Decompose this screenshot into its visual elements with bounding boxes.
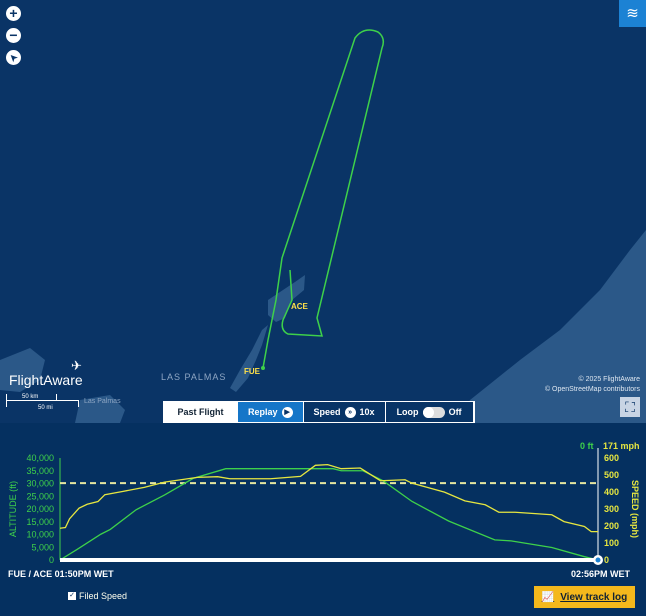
zoom-out-button[interactable]: − — [6, 28, 21, 43]
playback-controls: Past Flight Replay ▶ Speed» 10x Loop Off — [163, 401, 475, 423]
y2-tick-label: 100 — [604, 538, 619, 548]
y2-axis-label: SPEED (mph) — [630, 480, 640, 538]
y-tick-label: 20,000 — [26, 504, 54, 514]
plane-icon: ✈ — [71, 358, 82, 373]
y-tick-label: 10,000 — [26, 530, 54, 540]
y2-tick-label: 300 — [604, 504, 619, 514]
layers-icon: ≋ — [626, 5, 639, 22]
play-icon: ▶ — [281, 406, 293, 418]
y2-tick-label: 600 — [604, 453, 619, 463]
speed-line — [59, 463, 598, 533]
past-flight-tab[interactable]: Past Flight — [164, 402, 238, 422]
scale-bar: 50 km 50 mi — [6, 394, 86, 414]
scale-km: 50 km — [22, 394, 39, 400]
map-canvas — [0, 29, 646, 423]
city-label: LAS PALMAS — [161, 372, 227, 382]
y2-tick-label: 400 — [604, 487, 619, 497]
y-tick-label: 35,000 — [26, 466, 54, 476]
africa-coast — [460, 230, 646, 423]
y-tick-label: 40,000 — [26, 453, 54, 463]
y-tick-label: 25,000 — [26, 491, 54, 501]
flight-map[interactable]: + − ➤ ≋ ACE FUE LAS PALMAS Las Palmas Fl… — [0, 0, 646, 423]
checkbox-icon: ✓ — [68, 592, 76, 600]
attribution: © 2025 FlightAware © OpenStreetMap contri… — [544, 376, 640, 393]
scale-mi: 50 mi — [38, 405, 53, 411]
timeline-handle-dot — [595, 557, 601, 563]
gran-canaria-south — [75, 395, 125, 423]
toggle-switch-icon — [422, 406, 445, 418]
speed-button[interactable]: Speed» 10x — [304, 402, 386, 422]
y-tick-label: 5,000 — [31, 542, 54, 552]
y-tick-label: 30,000 — [26, 479, 54, 489]
chart-icon: 📈 — [541, 591, 555, 603]
airport-label-fue: FUE — [244, 367, 260, 376]
osm-link[interactable]: © OpenStreetMap contributors — [544, 386, 640, 393]
fullscreen-button[interactable]: ⛶ — [620, 397, 640, 417]
city-label-small: Las Palmas — [84, 398, 121, 405]
fullscreen-icon: ⛶ — [625, 399, 635, 415]
filed-speed-checkbox[interactable]: ✓ Filed Speed — [68, 591, 128, 601]
airport-label-ace: ACE — [291, 302, 308, 311]
y-axis-label: ALTITUDE (ft) — [8, 481, 18, 537]
lanzarote-island — [268, 275, 305, 322]
zoom-in-button[interactable]: + — [6, 6, 21, 21]
flight-track — [262, 29, 385, 369]
altitude-line — [59, 468, 599, 561]
replay-button[interactable]: Replay ▶ — [238, 402, 304, 422]
layers-button[interactable]: ≋ — [619, 0, 646, 27]
destination-marker — [261, 366, 265, 370]
y2-tick-label: 500 — [604, 470, 619, 480]
end-time-label: 02:56PM WET — [571, 569, 631, 579]
y-tick-label: 0 — [49, 555, 54, 565]
y-tick-label: 15,000 — [26, 517, 54, 527]
altitude-speed-chart: 0 5,000 10,000 15,000 20,000 25,000 30,000 35,0… — [8, 448, 640, 565]
current-altitude: 0 ft — [580, 441, 594, 451]
loop-toggle[interactable]: Loop Off — [386, 402, 474, 422]
fast-forward-icon: » — [344, 406, 356, 418]
flightaware-logo: FlightAware ✈ — [9, 358, 83, 388]
y2-tick-label: 0 — [604, 555, 609, 565]
view-track-log-button[interactable]: 📈 View track log — [534, 586, 635, 608]
current-speed: 171 mph — [603, 441, 640, 451]
y2-tick-label: 200 — [604, 521, 619, 531]
fuerteventura-island — [230, 325, 268, 392]
gran-canaria-island — [0, 348, 45, 392]
route-start-label: FUE / ACE 01:50PM WET — [8, 569, 114, 579]
